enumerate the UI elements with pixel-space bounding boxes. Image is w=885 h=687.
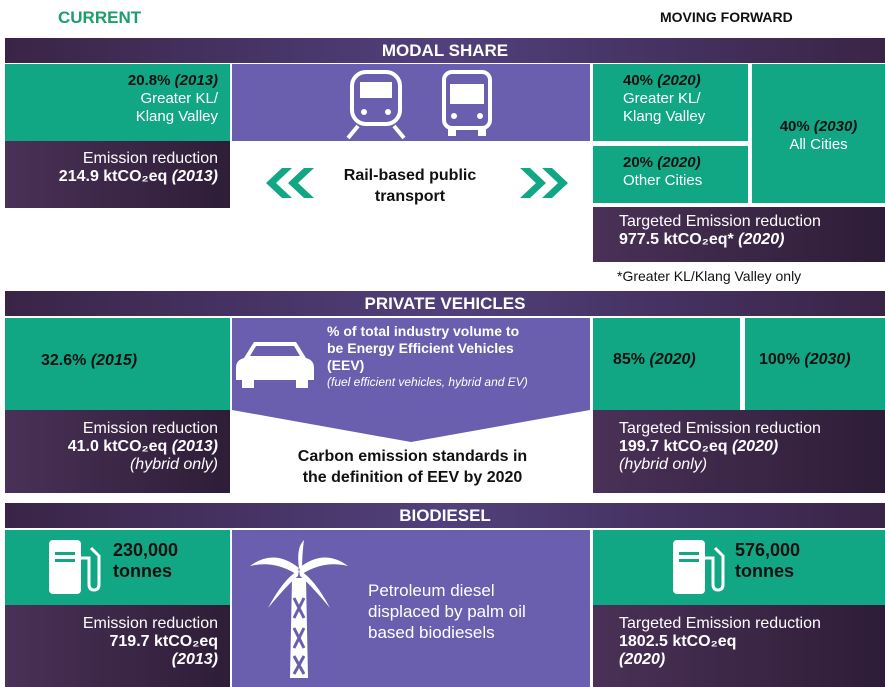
emission-box: Targeted Emission reduction 199.7 ktCO₂e… <box>593 410 885 493</box>
year: (2020) <box>619 651 666 668</box>
year: (2020) <box>657 154 701 171</box>
year: (2030) <box>813 118 858 135</box>
line: be Energy Efficient Vehicles <box>327 340 514 356</box>
label: Emission reduction <box>82 615 218 632</box>
line: All Cities <box>789 136 848 153</box>
line: Petroleum diesel <box>368 581 495 600</box>
line: Rail-based public <box>343 167 477 184</box>
current-heading: CURRENT <box>58 8 142 27</box>
arrows <box>266 168 568 198</box>
line: Klang Valley <box>623 108 706 125</box>
label: Emission reduction <box>82 150 218 167</box>
line: based biodiesels <box>368 623 495 642</box>
emission-box: Emission reduction 719.7 ktCO₂eq (2013) <box>5 605 230 687</box>
value: 85% <box>613 351 646 368</box>
year: (2015) <box>90 352 138 369</box>
value: 100% <box>759 351 800 368</box>
section-band: PRIVATE VEHICLES <box>5 291 885 316</box>
line: Carbon emission standards in <box>297 448 528 465</box>
emission-box: Emission reduction 41.0 ktCO₂eq (2013) (… <box>5 410 230 493</box>
label: Targeted Emission reduction <box>619 213 821 230</box>
line: 40% (2030) <box>752 118 885 136</box>
note: (hybrid only) <box>129 456 218 473</box>
footnote: *Greater KL/Klang Valley only <box>617 268 802 284</box>
emission-box: Emission reduction 214.9 ktCO₂eq (2013) <box>5 141 230 208</box>
value: 1802.5 ktCO₂eq <box>619 633 737 650</box>
year: (2020) <box>731 438 779 455</box>
label: Emission reduction <box>82 420 218 437</box>
emission-box: Targeted Emission reduction 977.5 ktCO₂e… <box>593 207 885 262</box>
value: 41.0 ktCO₂eq <box>67 438 168 455</box>
line: 41.0 ktCO₂eq (2013) <box>5 438 218 456</box>
center-text: Rail-based public transport <box>310 165 510 207</box>
target-box: 85% (2020) <box>593 318 740 410</box>
center-text: Petroleum diesel displaced by palm oil b… <box>368 580 526 643</box>
line: transport <box>374 188 446 205</box>
line: tonnes <box>113 561 173 581</box>
pump-icon <box>673 540 725 594</box>
year: (2020) <box>738 231 785 248</box>
pump-icon <box>49 540 101 594</box>
value: 230,000 tonnes <box>113 540 178 582</box>
line: Greater KL/ <box>140 90 218 107</box>
line: 199.7 ktCO₂eq (2020) <box>619 438 885 456</box>
label: Targeted Emission reduction <box>619 420 821 437</box>
icon-box <box>232 64 590 141</box>
value: 719.7 ktCO₂eq <box>109 633 219 650</box>
palm-icon <box>250 540 348 678</box>
target-box: 40% (2030) All Cities <box>752 64 885 203</box>
value: 20% <box>623 154 654 171</box>
line: displaced by palm oil <box>368 602 526 621</box>
line: 20% (2020) <box>623 154 748 172</box>
section-band: BIODIESEL <box>5 503 885 528</box>
section-band: MODAL SHARE <box>5 38 885 63</box>
value: 576,000 tonnes <box>735 540 800 582</box>
line: 20.8% (2013) <box>5 72 218 90</box>
line: 214.9 ktCO₂eq (2013) <box>5 168 218 186</box>
note: (hybrid only) <box>619 456 708 473</box>
line: 230,000 <box>113 540 179 560</box>
year: (2013) <box>171 438 218 455</box>
emission-box: Targeted Emission reduction 1802.5 ktCO₂… <box>593 605 885 687</box>
value: 199.7 ktCO₂eq <box>619 438 728 455</box>
line: the definition of EEV by 2020 <box>302 469 523 486</box>
target-box: 40% (2020) Greater KL/ Klang Valley <box>593 64 748 141</box>
note: (fuel efficient vehicles, hybrid and EV) <box>327 375 528 389</box>
year: (2013) <box>171 168 218 185</box>
target-box: 100% (2030) <box>745 318 885 410</box>
label: Targeted Emission reduction <box>619 615 821 632</box>
value: 977.5 ktCO₂eq* <box>619 231 734 248</box>
palm-box: Petroleum diesel displaced by palm oil b… <box>232 530 590 687</box>
target-box: 576,000 tonnes <box>593 530 885 605</box>
year: (2030) <box>804 351 851 368</box>
year: (2013) <box>171 651 218 668</box>
line: 576,000 <box>735 540 801 560</box>
target-box: 20% (2020) Other Cities <box>593 146 748 203</box>
transport-icons <box>346 70 492 140</box>
line: Other Cities <box>623 172 703 189</box>
current-box: 20.8% (2013) Greater KL/ Klang Valley <box>5 64 230 141</box>
current-box: 32.6% (2015) <box>5 318 230 410</box>
line: tonnes <box>735 561 795 581</box>
center-text: % of total industry volume to be Energy … <box>327 323 589 391</box>
line: % of total industry volume to <box>327 323 520 339</box>
year: (2020) <box>657 72 701 89</box>
line: 977.5 ktCO₂eq* (2020) <box>619 231 885 249</box>
standard-text: Carbon emission standards in the definit… <box>240 446 585 488</box>
line: Klang Valley <box>135 108 218 125</box>
value: 214.9 ktCO₂eq <box>58 168 168 185</box>
line: 40% (2020) <box>623 72 748 90</box>
vehicle-panel <box>232 318 590 442</box>
line: Greater KL/ <box>623 90 701 107</box>
value: 20.8% <box>127 72 171 89</box>
line: (EEV) <box>327 357 365 373</box>
current-box: 230,000 tonnes <box>5 530 230 605</box>
value: 40% <box>623 72 654 89</box>
value: 32.6% <box>41 352 87 369</box>
year: (2020) <box>649 351 696 368</box>
year: (2013) <box>174 72 218 89</box>
forward-heading: MOVING FORWARD <box>660 9 793 25</box>
value: 40% <box>779 118 810 135</box>
